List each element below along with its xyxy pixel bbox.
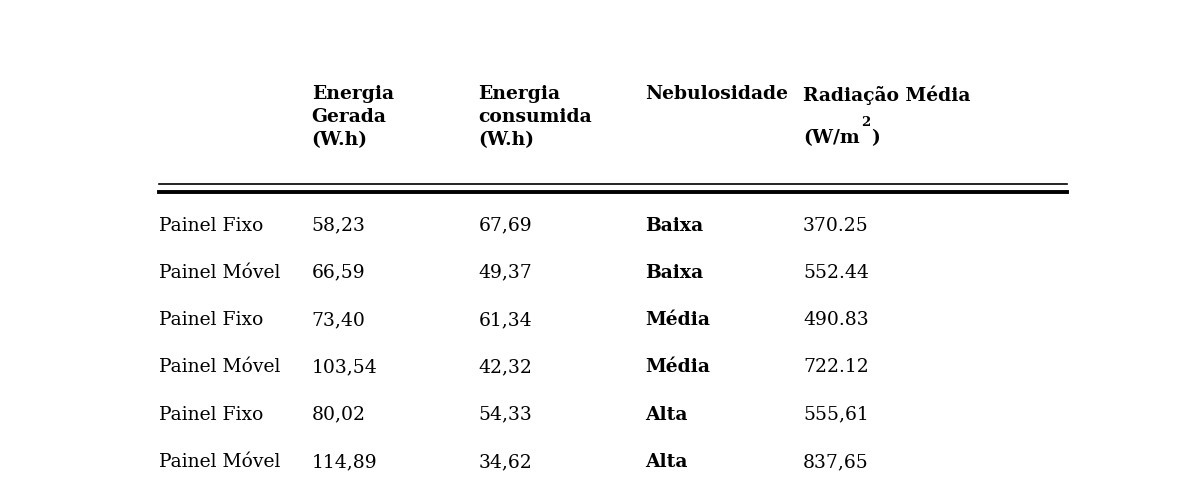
Text: Alta: Alta — [646, 453, 688, 471]
Text: Painel Fixo: Painel Fixo — [159, 217, 263, 235]
Text: Painel Fixo: Painel Fixo — [159, 406, 263, 424]
Text: 67,69: 67,69 — [478, 217, 532, 235]
Text: Radiação Média: Radiação Média — [803, 85, 970, 105]
Text: Energia
consumida
(W.h): Energia consumida (W.h) — [478, 85, 592, 149]
Text: 370.25: 370.25 — [803, 217, 868, 235]
Text: 49,37: 49,37 — [478, 264, 532, 282]
Text: 42,32: 42,32 — [478, 358, 532, 376]
Text: 555,61: 555,61 — [803, 406, 868, 424]
Text: Energia
Gerada
(W.h): Energia Gerada (W.h) — [312, 85, 393, 149]
Text: 490.83: 490.83 — [803, 311, 868, 329]
Text: Painel Fixo: Painel Fixo — [159, 311, 263, 329]
Text: 73,40: 73,40 — [312, 311, 366, 329]
Text: (W/m: (W/m — [803, 129, 860, 147]
Text: 837,65: 837,65 — [803, 453, 868, 471]
Text: 80,02: 80,02 — [312, 406, 366, 424]
Text: ): ) — [871, 129, 879, 147]
Text: Alta: Alta — [646, 406, 688, 424]
Text: Painel Móvel: Painel Móvel — [159, 264, 280, 282]
Text: Média: Média — [646, 358, 710, 376]
Text: Baixa: Baixa — [646, 217, 703, 235]
Text: Nebulosidade: Nebulosidade — [646, 85, 788, 104]
Text: 552.44: 552.44 — [803, 264, 868, 282]
Text: 54,33: 54,33 — [478, 406, 532, 424]
Text: 103,54: 103,54 — [312, 358, 378, 376]
Text: Painel Móvel: Painel Móvel — [159, 358, 280, 376]
Text: Média: Média — [646, 311, 710, 329]
Text: 722.12: 722.12 — [803, 358, 868, 376]
Text: 58,23: 58,23 — [312, 217, 366, 235]
Text: 34,62: 34,62 — [478, 453, 532, 471]
Text: 2: 2 — [861, 116, 871, 129]
Text: Painel Móvel: Painel Móvel — [159, 453, 280, 471]
Text: Baixa: Baixa — [646, 264, 703, 282]
Text: 61,34: 61,34 — [478, 311, 532, 329]
Text: 114,89: 114,89 — [312, 453, 377, 471]
Text: 2: 2 — [861, 116, 871, 129]
Text: 66,59: 66,59 — [312, 264, 365, 282]
